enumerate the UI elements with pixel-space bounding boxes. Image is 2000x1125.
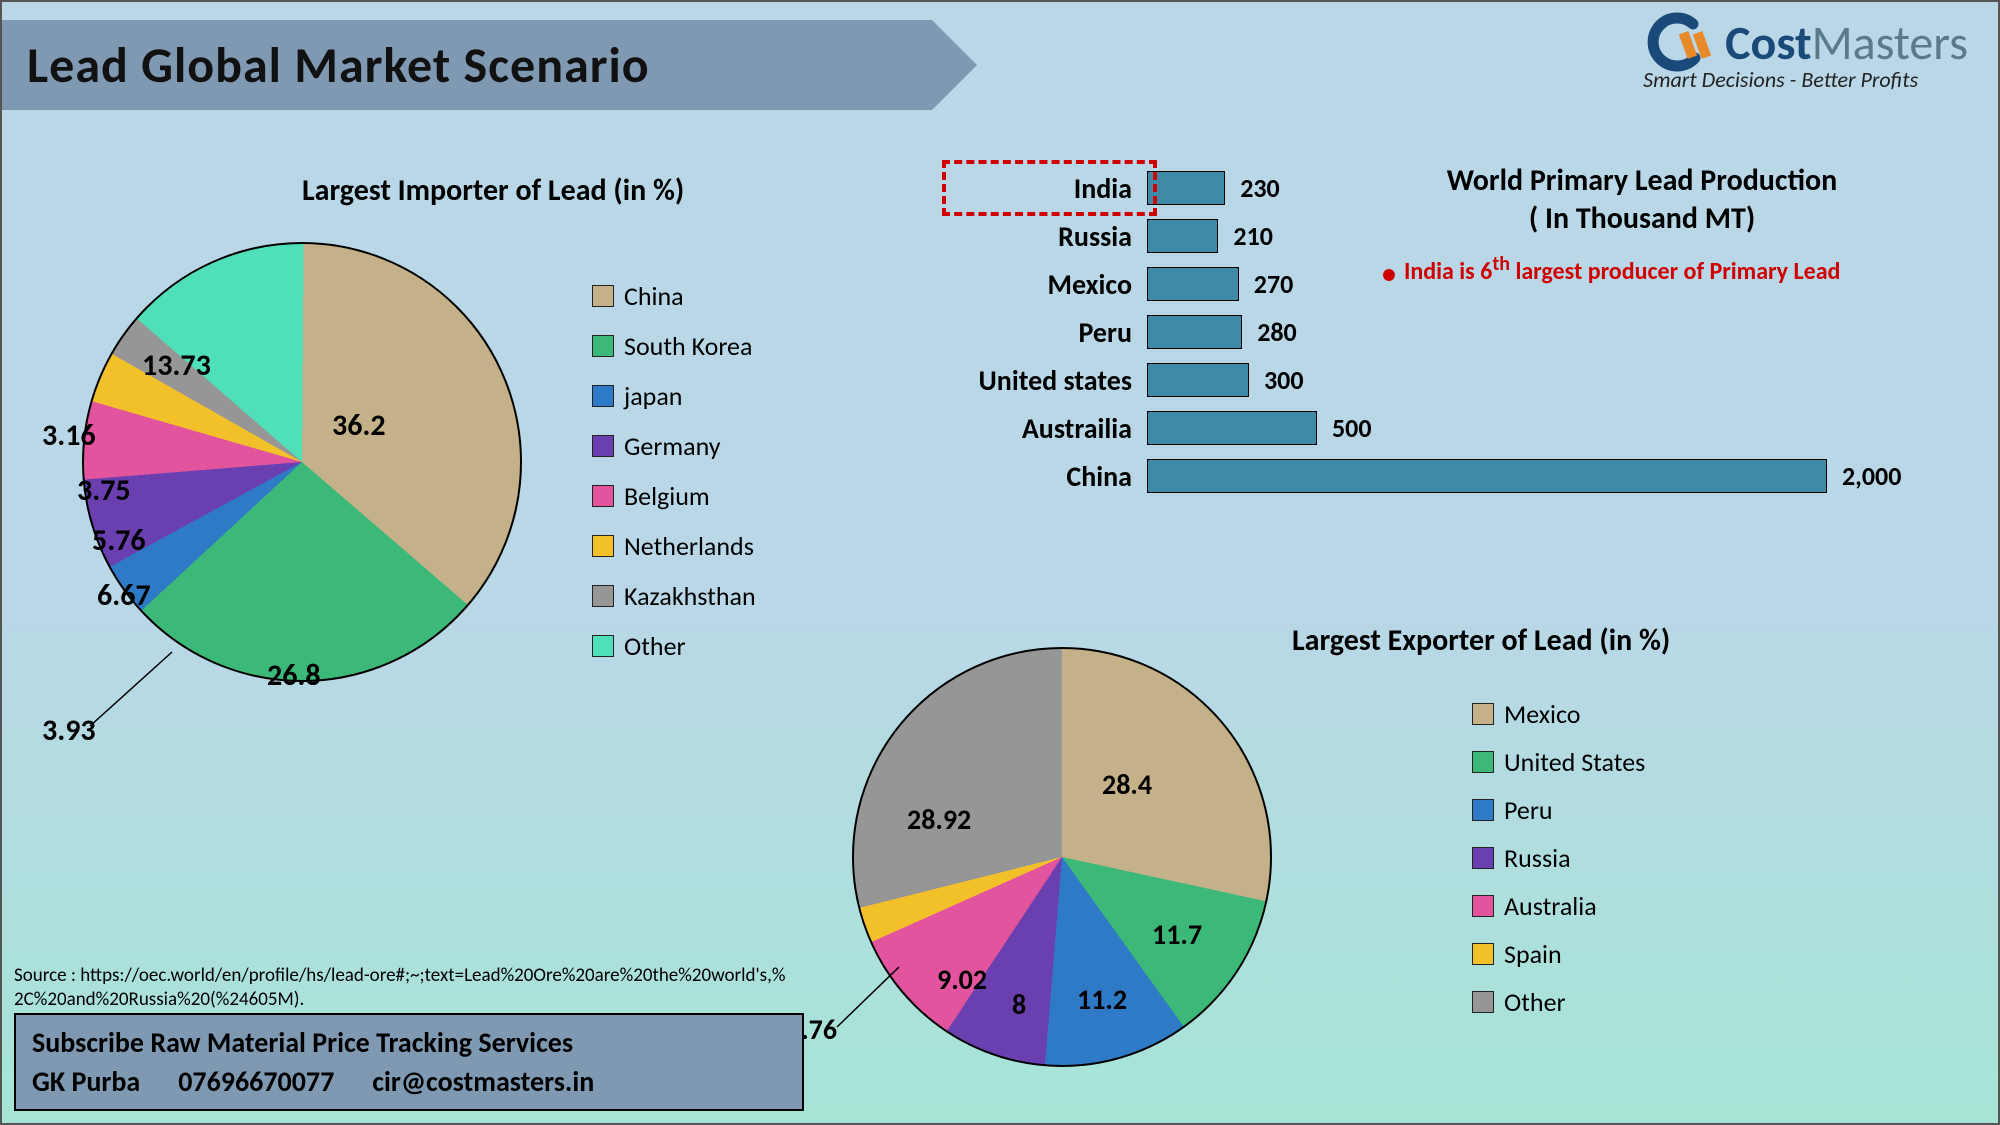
subscribe-box: Subscribe Raw Material Price Tracking Se… xyxy=(14,1013,804,1111)
source-text: Source : https://oec.world/en/profile/hs… xyxy=(14,964,794,1013)
logo: CostMasters Smart Decisions - Better Pro… xyxy=(1643,12,1968,93)
legend-item: Australia xyxy=(1472,890,1645,922)
legend-item: Other xyxy=(592,630,756,662)
importer-title: Largest Importer of Lead (in %) xyxy=(302,172,684,209)
subscribe-line1: Subscribe Raw Material Price Tracking Se… xyxy=(32,1023,786,1062)
legend-item: Belgium xyxy=(592,480,756,512)
production-bars: India 230Russia 210Mexico 270Peru 280Uni… xyxy=(922,162,1901,502)
logo-icon xyxy=(1643,12,1713,72)
bar-row: United states 300 xyxy=(922,358,1901,402)
legend-item: South Korea xyxy=(592,330,756,362)
legend-item: Kazakhsthan xyxy=(592,580,756,612)
legend-item: Netherlands xyxy=(592,530,756,562)
title-bar: Lead Global Market Scenario xyxy=(2,20,932,110)
legend-item: Russia xyxy=(1472,842,1645,874)
leader-line xyxy=(42,232,562,752)
legend-item: Mexico xyxy=(1472,698,1645,730)
bar-row: Russia 210 xyxy=(922,214,1901,258)
subscribe-line2: GK Purba 07696670077 cir@costmasters.in xyxy=(32,1062,786,1101)
logo-text: CostMasters xyxy=(1725,13,1968,72)
legend-item: japan xyxy=(592,380,756,412)
legend-item: Spain xyxy=(1472,938,1645,970)
legend-item: Peru xyxy=(1472,794,1645,826)
importer-legend: China South Korea japan Germany Belgium Nethe… xyxy=(592,262,756,680)
page-title: Lead Global Market Scenario xyxy=(27,35,650,96)
legend-item: United States xyxy=(1472,746,1645,778)
bar-row: Mexico 270 xyxy=(922,262,1901,306)
exporter-legend: Mexico United States Peru Russia Australia Sp… xyxy=(1472,682,1645,1034)
legend-item: China xyxy=(592,280,756,312)
legend-item: Other xyxy=(1472,986,1645,1018)
legend-item: Germany xyxy=(592,430,756,462)
exporter-title: Largest Exporter of Lead (in %) xyxy=(1292,622,1670,659)
bar-row: India 230 xyxy=(922,166,1901,210)
bar-row: Peru 280 xyxy=(922,310,1901,354)
bar-row: China 2,000 xyxy=(922,454,1901,498)
bar-row: Austrailia 500 xyxy=(922,406,1901,450)
leader-line-2 xyxy=(787,647,1287,1087)
